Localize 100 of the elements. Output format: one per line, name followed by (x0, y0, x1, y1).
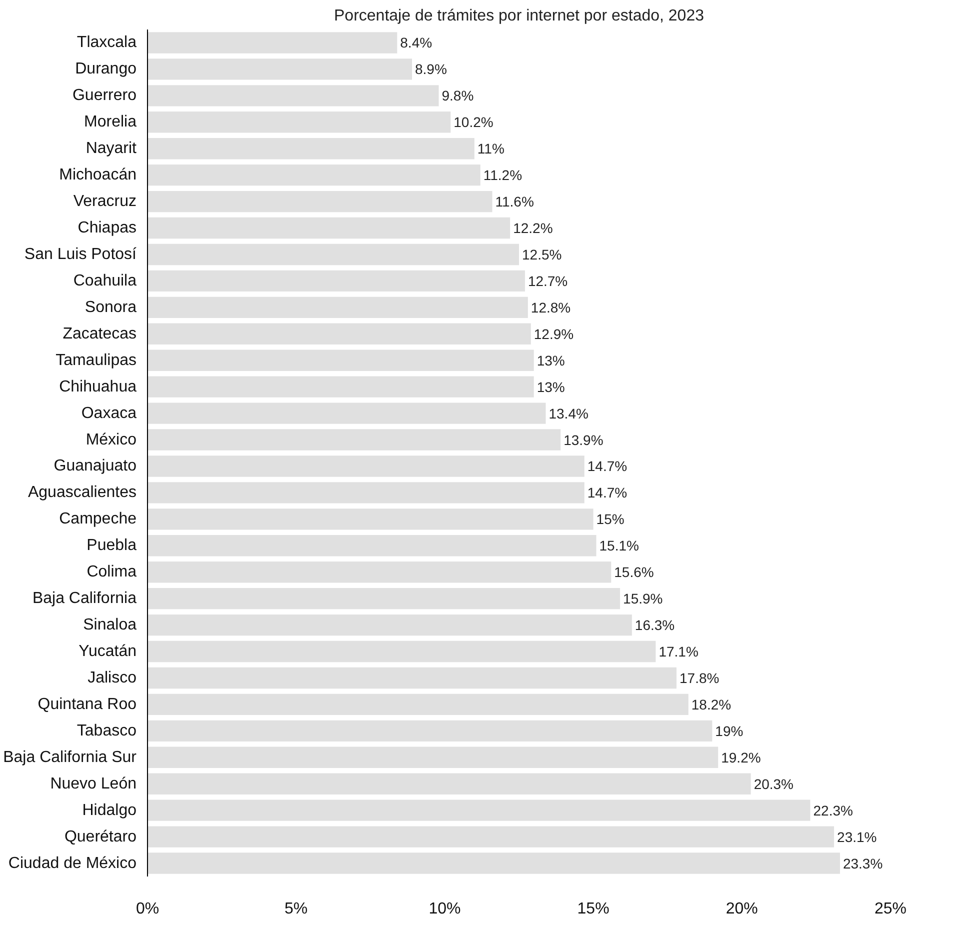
bar (148, 456, 584, 477)
x-tick-label: 5% (284, 900, 308, 918)
bar (148, 217, 510, 239)
data-label: 19% (715, 722, 744, 739)
bar (148, 667, 677, 689)
y-tick-label: Nayarit (86, 140, 138, 158)
data-label: 11% (477, 140, 504, 157)
data-label: 14.7% (587, 484, 628, 501)
data-label: 8.9% (415, 61, 447, 78)
y-tick-label: Jalisco (88, 669, 137, 686)
bar (148, 402, 546, 424)
bar (148, 826, 834, 848)
y-tick-label: Morelia (84, 114, 137, 131)
chart-title: Porcentaje de trámites por internet por estado, 2023 (334, 8, 704, 24)
bar (148, 323, 531, 344)
y-tick-label: Querétaro (64, 828, 137, 846)
data-label: 8.4% (400, 34, 432, 51)
x-tick-label: 20% (726, 900, 758, 918)
bar (148, 535, 596, 556)
data-label: 19.2% (721, 749, 761, 766)
x-tick-label: 10% (428, 900, 461, 918)
bar (148, 694, 688, 716)
bar (148, 85, 439, 106)
y-tick-label: Ciudad de México (8, 854, 137, 872)
x-tick-label: 15% (577, 900, 610, 918)
data-label: 12.7% (528, 272, 568, 289)
y-tick-label: Quintana Roo (38, 696, 137, 713)
bar (148, 773, 751, 794)
data-label: 13% (536, 352, 565, 368)
y-tick-label: Chiapas (78, 220, 136, 237)
bar (148, 376, 534, 398)
data-label: 14.7% (587, 458, 628, 474)
y-tick-label: Guanajuato (54, 458, 137, 475)
data-label: 13.4% (548, 405, 588, 422)
bar (148, 296, 528, 318)
data-label: 23.3% (842, 855, 883, 872)
y-tick-label: Baja California Sur (3, 748, 138, 766)
y-tick-label: Aguascalientes (28, 484, 136, 502)
bar (148, 164, 480, 186)
y-tick-label: Guerrero (72, 87, 137, 104)
x-tick-label: 0% (136, 900, 160, 918)
bar (148, 800, 810, 821)
y-tick-label: Chihuahua (59, 378, 137, 396)
y-tick-label: Tlaxcala (76, 34, 137, 52)
data-label: 13.9% (564, 432, 604, 448)
data-label: 9.8% (442, 88, 474, 104)
y-tick-label: Zacatecas (62, 325, 136, 342)
data-label: 18.2% (691, 696, 732, 712)
data-label: 16.3% (634, 617, 675, 634)
data-label: 15.6% (614, 564, 654, 580)
bar (148, 746, 718, 768)
bar (148, 270, 525, 292)
data-label: 12.9% (534, 326, 574, 342)
data-label: 13% (536, 378, 565, 395)
data-label: 12.5% (522, 246, 562, 262)
bar (148, 482, 584, 504)
data-label: 11.6% (495, 194, 534, 210)
y-tick-label: Hidalgo (82, 802, 137, 819)
y-tick-label: Tabasco (76, 722, 137, 740)
y-tick-label: Durango (75, 60, 137, 78)
data-label: 11.2% (483, 167, 522, 184)
bar (148, 138, 474, 160)
y-tick-label: Yucatán (78, 643, 136, 660)
bar (148, 508, 594, 530)
data-label: 23.1% (837, 828, 877, 845)
data-label: 10.2% (454, 114, 494, 130)
y-tick-label: Puebla (86, 537, 137, 554)
bar (148, 562, 612, 583)
data-label: 17.1% (658, 644, 698, 660)
data-label: 17.8% (680, 670, 720, 686)
y-tick-label: México (86, 431, 137, 448)
bar (148, 190, 492, 212)
bar (148, 852, 840, 874)
bar (148, 350, 534, 371)
y-tick-label: Nuevo León (50, 775, 137, 792)
bar (148, 32, 398, 54)
x-tick-label: 25% (874, 900, 907, 918)
y-tick-label: Sonora (84, 298, 137, 316)
y-tick-label: Baja California (32, 590, 137, 608)
bar (148, 720, 712, 742)
bar (148, 58, 412, 80)
y-tick-label: Veracruz (73, 193, 136, 210)
y-tick-label: Sinaloa (83, 616, 137, 634)
bar (148, 112, 451, 133)
y-tick-label: Oaxaca (81, 404, 137, 422)
data-label: 15.1% (599, 538, 639, 554)
data-label: 15.9% (623, 590, 663, 607)
y-tick-label: Tamaulipas (56, 352, 137, 369)
bar (148, 244, 519, 266)
data-label: 20.3% (754, 776, 794, 792)
bar (148, 429, 561, 450)
data-label: 12.2% (513, 220, 553, 236)
y-tick-label: San Luis Potosí (24, 246, 138, 263)
data-label: 12.8% (530, 299, 571, 316)
data-label: 22.3% (813, 802, 853, 818)
y-tick-label: Campeche (59, 510, 137, 528)
y-tick-label: Michoacán (59, 166, 136, 184)
y-tick-label: Colima (86, 564, 137, 581)
bar (148, 614, 632, 636)
bar (148, 640, 656, 662)
